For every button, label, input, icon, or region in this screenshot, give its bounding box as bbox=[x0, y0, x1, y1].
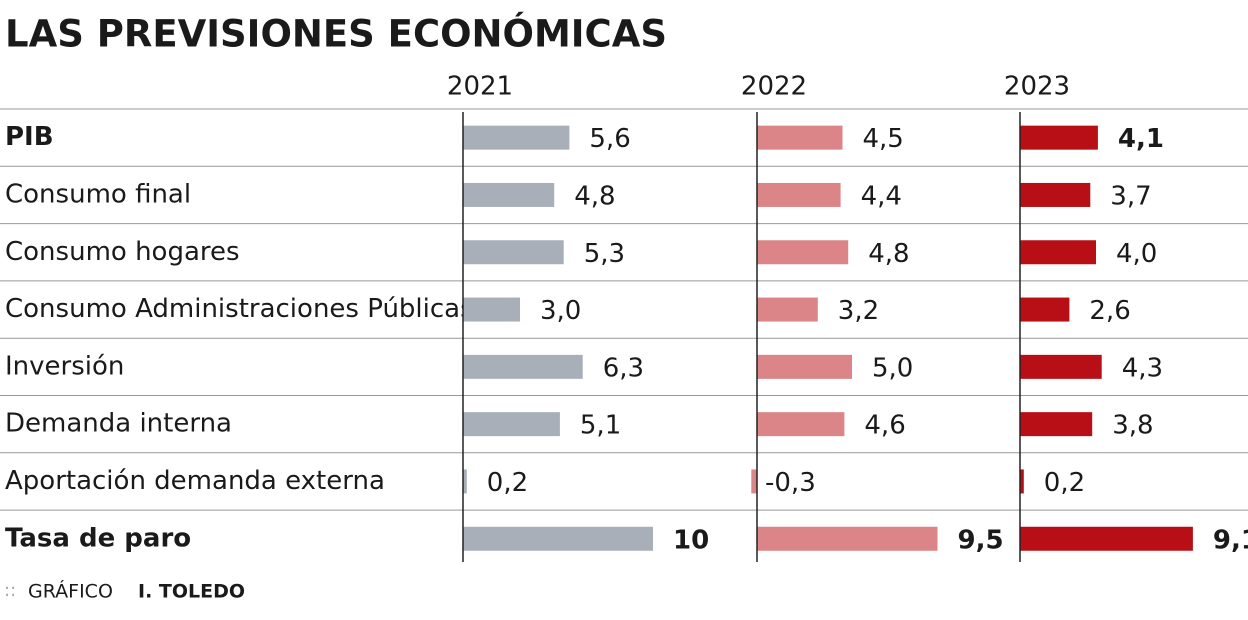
value-label: 9,1 bbox=[1213, 525, 1248, 555]
bar bbox=[463, 354, 583, 379]
bar bbox=[1020, 240, 1096, 265]
chart-title: LAS PREVISIONES ECONÓMICAS bbox=[5, 12, 667, 56]
bar bbox=[463, 240, 564, 265]
value-label: 2,6 bbox=[1089, 296, 1130, 326]
bar bbox=[757, 412, 845, 437]
value-label: 3,8 bbox=[1112, 411, 1153, 441]
category-label: PIB bbox=[5, 122, 54, 152]
bar bbox=[757, 526, 938, 551]
bar bbox=[463, 297, 520, 322]
value-label: 9,5 bbox=[958, 525, 1004, 555]
value-label: 5,6 bbox=[589, 124, 630, 154]
category-label: Tasa de paro bbox=[5, 523, 191, 553]
bar bbox=[757, 297, 818, 322]
bar bbox=[463, 182, 555, 207]
bar bbox=[1020, 297, 1070, 322]
value-label: 3,7 bbox=[1110, 181, 1151, 211]
value-label: 0,2 bbox=[487, 468, 528, 498]
year-label: 2022 bbox=[741, 72, 807, 102]
bar bbox=[463, 469, 467, 494]
value-label: 4,6 bbox=[864, 411, 905, 441]
value-label: 6,3 bbox=[603, 353, 644, 383]
bar bbox=[1020, 412, 1093, 437]
bar bbox=[757, 182, 841, 207]
value-label: 4,1 bbox=[1118, 124, 1164, 154]
value-label: 5,0 bbox=[872, 353, 913, 383]
category-label: Demanda interna bbox=[5, 409, 232, 439]
bar bbox=[463, 125, 570, 150]
value-label: 5,3 bbox=[584, 239, 625, 269]
value-label: 3,0 bbox=[540, 296, 581, 326]
value-label: 4,3 bbox=[1122, 353, 1163, 383]
value-label: 4,8 bbox=[868, 239, 909, 269]
category-label: Consumo Administraciones Públicas bbox=[5, 294, 474, 324]
value-label: 0,2 bbox=[1044, 468, 1085, 498]
bar bbox=[1020, 125, 1098, 150]
value-label: 4,0 bbox=[1116, 239, 1157, 269]
bar bbox=[1020, 182, 1091, 207]
bar bbox=[1020, 469, 1024, 494]
value-label: 4,8 bbox=[574, 181, 615, 211]
bar bbox=[463, 526, 653, 551]
value-label: -0,3 bbox=[765, 468, 816, 498]
value-label: 5,1 bbox=[580, 411, 621, 441]
bar bbox=[463, 412, 560, 437]
category-label: Aportación demanda externa bbox=[5, 466, 385, 496]
bar bbox=[757, 125, 843, 150]
bar bbox=[757, 240, 849, 265]
value-label: 4,4 bbox=[861, 181, 902, 211]
value-label: 10 bbox=[673, 525, 709, 555]
source-label: GRÁFICO bbox=[28, 580, 113, 603]
category-label: Inversión bbox=[5, 351, 124, 381]
footer-dots: :: bbox=[4, 580, 16, 601]
category-label: Consumo final bbox=[5, 179, 191, 209]
source: I. TOLEDO bbox=[138, 581, 245, 603]
bar bbox=[751, 469, 757, 494]
bar bbox=[1020, 526, 1193, 551]
value-label: 3,2 bbox=[838, 296, 879, 326]
year-label: 2023 bbox=[1004, 72, 1070, 102]
bar bbox=[1020, 354, 1102, 379]
year-label: 2021 bbox=[447, 72, 513, 102]
value-label: 4,5 bbox=[863, 124, 904, 154]
bar bbox=[757, 354, 852, 379]
category-label: Consumo hogares bbox=[5, 237, 240, 267]
